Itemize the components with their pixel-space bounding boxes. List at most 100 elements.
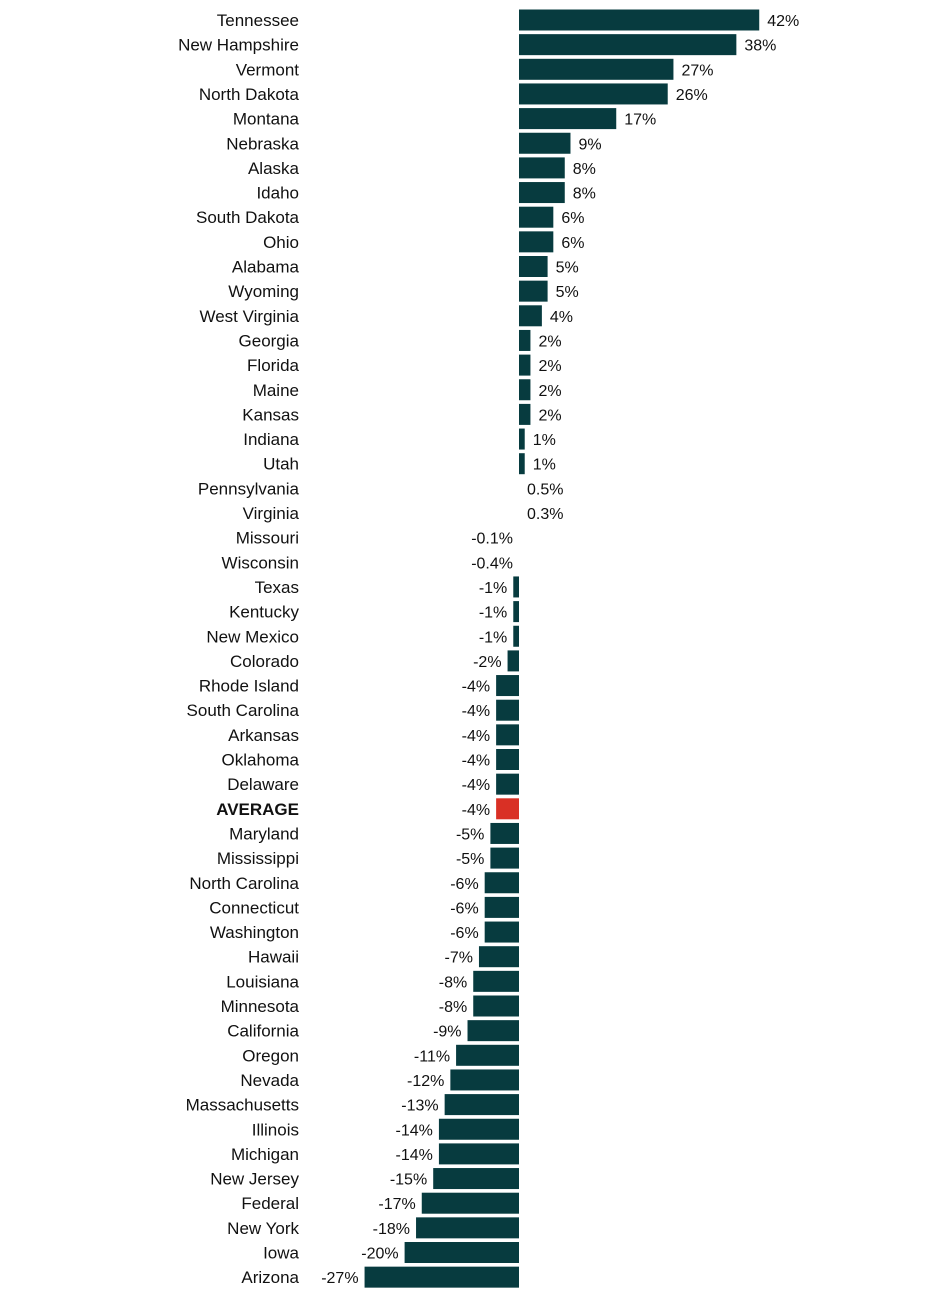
category-label-virginia: Virginia [243, 504, 300, 523]
value-label-vermont: 27% [681, 62, 713, 79]
value-label-louisiana: -8% [439, 974, 467, 991]
category-label-new-mexico: New Mexico [206, 627, 299, 646]
category-label-california: California [227, 1022, 299, 1041]
value-label-massachusetts: -13% [401, 1098, 438, 1115]
bar-maine [519, 379, 531, 401]
bar-new-mexico [513, 625, 519, 647]
category-label-federal: Federal [241, 1194, 299, 1213]
value-label-new-mexico: -1% [479, 629, 507, 646]
category-label-illinois: Illinois [252, 1120, 299, 1139]
value-label-alabama: 5% [556, 260, 579, 277]
bar-average [496, 798, 519, 820]
value-label-missouri: -0.1% [471, 531, 513, 548]
bar-georgia [519, 329, 531, 351]
bar-alabama [519, 256, 548, 277]
category-label-washington: Washington [210, 923, 299, 942]
bar-montana [519, 108, 617, 130]
category-label-montana: Montana [233, 110, 300, 129]
value-label-california: -9% [433, 1024, 461, 1041]
category-label-alaska: Alaska [248, 159, 300, 178]
bar-nebraska [519, 132, 571, 154]
value-label-new-hampshire: 38% [744, 38, 776, 55]
value-label-new-york: -18% [373, 1221, 410, 1238]
category-label-idaho: Idaho [256, 184, 299, 203]
bar-oklahoma [496, 749, 519, 770]
bar-maryland [490, 822, 519, 844]
value-label-south-carolina: -4% [462, 703, 490, 720]
bars [364, 9, 760, 1288]
category-label-hawaii: Hawaii [248, 948, 299, 967]
bar-north-dakota [519, 83, 668, 105]
value-label-colorado: -2% [473, 654, 501, 671]
category-label-new-york: New York [227, 1219, 299, 1238]
value-label-kentucky: -1% [479, 605, 507, 622]
value-label-alaska: 8% [573, 161, 596, 178]
value-label-washington: -6% [450, 925, 478, 942]
bar-kansas [519, 403, 531, 425]
category-label-south-dakota: South Dakota [196, 208, 300, 227]
value-label-mississippi: -5% [456, 851, 484, 868]
bar-arizona [364, 1266, 519, 1288]
category-label-iowa: Iowa [263, 1244, 299, 1263]
bar-north-carolina [484, 872, 519, 894]
category-label-michigan: Michigan [231, 1145, 299, 1164]
value-label-pennsylvania: 0.5% [527, 481, 563, 498]
bar-alaska [519, 157, 565, 179]
value-label-ohio: 6% [561, 235, 584, 252]
bar-illinois [438, 1118, 519, 1140]
bar-michigan [438, 1143, 519, 1165]
value-label-maryland: -5% [456, 826, 484, 843]
bar-south-dakota [519, 206, 554, 228]
bar-new-jersey [433, 1168, 519, 1190]
category-label-west-virginia: West Virginia [199, 307, 299, 326]
value-label-virginia: 0.3% [527, 506, 563, 523]
category-label-utah: Utah [263, 455, 299, 474]
value-label-kansas: 2% [538, 407, 561, 424]
value-label-federal: -17% [378, 1196, 415, 1213]
bar-oregon [456, 1044, 519, 1066]
bar-iowa [404, 1242, 519, 1263]
category-label-oregon: Oregon [242, 1046, 299, 1065]
value-label-hawaii: -7% [445, 950, 473, 967]
bar-nevada [450, 1069, 519, 1091]
bar-california [467, 1020, 519, 1042]
value-label-michigan: -14% [396, 1147, 433, 1164]
value-label-nevada: -12% [407, 1073, 444, 1090]
category-label-mississippi: Mississippi [217, 849, 299, 868]
bar-mississippi [490, 847, 519, 869]
category-label-north-carolina: North Carolina [189, 874, 299, 893]
category-label-delaware: Delaware [227, 775, 299, 794]
bar-new-york [416, 1217, 519, 1239]
bar-arkansas [496, 724, 519, 746]
category-label-new-hampshire: New Hampshire [178, 36, 299, 55]
value-label-utah: 1% [533, 457, 556, 474]
value-label-idaho: 8% [573, 186, 596, 203]
category-label-north-dakota: North Dakota [199, 85, 300, 104]
value-label-delaware: -4% [462, 777, 490, 794]
bar-colorado [507, 650, 519, 672]
category-label-minnesota: Minnesota [221, 997, 300, 1016]
category-label-ohio: Ohio [263, 233, 299, 252]
category-label-kentucky: Kentucky [229, 603, 299, 622]
category-label-nevada: Nevada [240, 1071, 299, 1090]
bar-south-carolina [496, 699, 519, 721]
category-label-louisiana: Louisiana [226, 972, 299, 991]
bar-kentucky [513, 601, 519, 623]
category-label-wyoming: Wyoming [228, 282, 299, 301]
value-label-south-dakota: 6% [561, 210, 584, 227]
category-label-rhode-island: Rhode Island [199, 677, 299, 696]
category-label-colorado: Colorado [230, 652, 299, 671]
value-label-tennessee: 42% [767, 13, 799, 30]
value-label-montana: 17% [624, 112, 656, 129]
category-label-kansas: Kansas [242, 405, 299, 424]
value-label-maine: 2% [538, 383, 561, 400]
bar-minnesota [473, 995, 519, 1017]
value-label-minnesota: -8% [439, 999, 467, 1016]
category-labels: Tennessee New Hampshire Vermont North Dakot… [178, 11, 299, 1287]
bar-utah [519, 453, 525, 475]
bar-florida [519, 354, 531, 376]
value-label-north-dakota: 26% [676, 87, 708, 104]
bar-connecticut [484, 896, 519, 918]
bar-indiana [519, 428, 525, 450]
value-label-iowa: -20% [361, 1246, 398, 1263]
